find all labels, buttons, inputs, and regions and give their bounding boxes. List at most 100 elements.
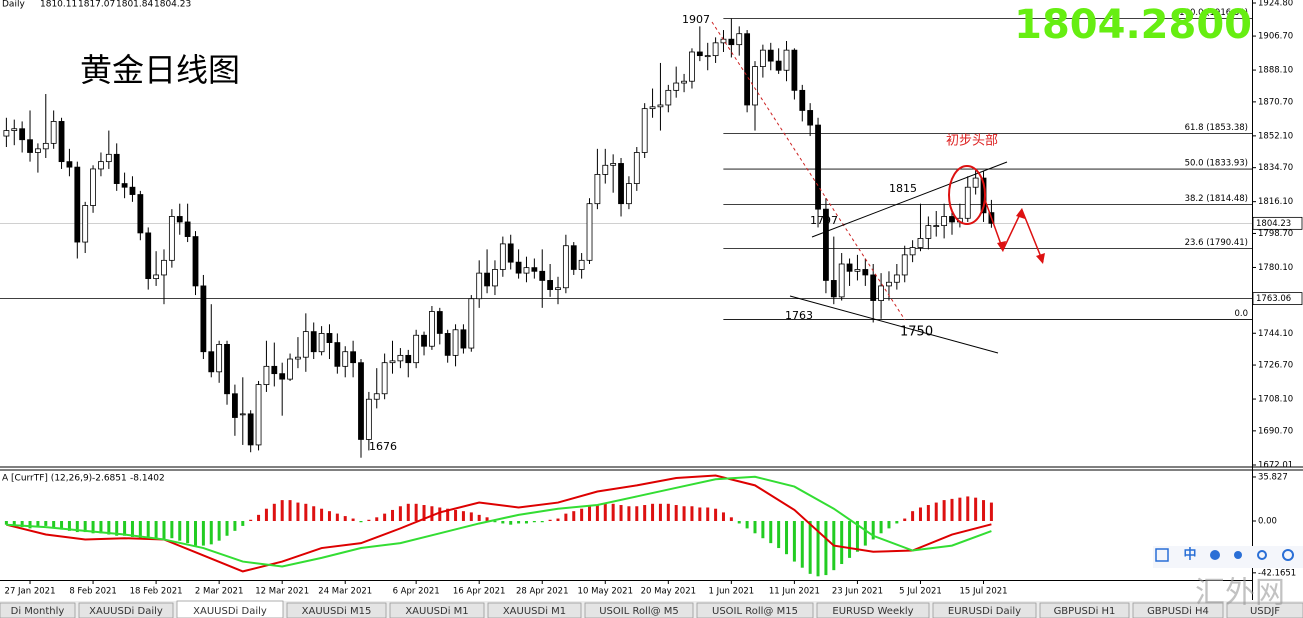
tab[interactable] <box>0 602 76 618</box>
candle-body <box>515 261 522 274</box>
candle-body <box>200 285 207 353</box>
candle-body <box>3 130 10 137</box>
toolbar-icon[interactable] <box>1210 550 1220 560</box>
candle-body <box>342 351 349 367</box>
candle-body <box>886 281 892 287</box>
histogram-bar <box>792 521 796 562</box>
x-tick-label: 20 May 2021 <box>641 587 696 597</box>
annotation: 1797 <box>810 214 838 227</box>
histogram-bar <box>359 521 363 523</box>
candle-body <box>586 203 593 261</box>
candle-body <box>665 89 672 106</box>
histogram-bar <box>840 521 844 565</box>
tab-label[interactable]: EURUSD Weekly <box>832 606 913 617</box>
histogram-bar <box>446 508 450 522</box>
tab-label[interactable]: GBPUSDi H1 <box>1054 606 1116 617</box>
histogram-bar <box>288 500 292 522</box>
candle-body <box>184 221 191 237</box>
tab[interactable] <box>816 602 930 618</box>
histogram-bar <box>83 521 87 533</box>
histogram-bar <box>406 503 410 522</box>
histogram-bar <box>414 503 418 522</box>
candle-body <box>145 232 152 280</box>
tab-label[interactable]: XAUUSDi Daily <box>193 606 267 617</box>
tab-label[interactable]: EURUSDi Daily <box>948 606 1021 617</box>
histogram-bar <box>233 521 237 531</box>
histogram-bar <box>44 521 48 526</box>
histogram-bar <box>138 521 142 539</box>
y-tick-label: 1744.10 <box>1258 329 1293 339</box>
candle-body <box>618 163 624 205</box>
y-tick-label: 1834.70 <box>1258 163 1293 173</box>
histogram-bar <box>272 503 276 522</box>
candle-body <box>224 344 230 395</box>
tab-label[interactable]: Di Monthly <box>11 606 65 617</box>
tab-label[interactable]: XAUUSDi M1 <box>405 606 468 617</box>
histogram-bar <box>682 506 686 522</box>
histogram-bar <box>391 509 395 522</box>
histogram-bar <box>698 507 702 522</box>
histogram-bar <box>170 521 174 539</box>
y-tick-label: 1816.10 <box>1258 197 1293 207</box>
tab-label[interactable]: XAUUSDi M1 <box>503 606 566 617</box>
arrow-heads <box>997 208 1045 264</box>
histogram-bar <box>60 521 64 530</box>
tab-label[interactable]: GBPUSDi H4 <box>1147 606 1209 617</box>
y-tick-label: 1924.80 <box>1258 0 1293 8</box>
histogram-bar <box>532 521 536 523</box>
header-ohlc: 1817.07 <box>78 0 115 10</box>
tab-label[interactable]: USDJF <box>1250 606 1280 617</box>
indicator-readout: -2.6851 <box>92 474 127 484</box>
histogram-bar <box>12 521 16 526</box>
candle-body <box>791 49 798 91</box>
candle-body <box>783 49 790 71</box>
histogram-bar <box>52 521 56 529</box>
x-tick-label: 10 May 2021 <box>578 587 633 597</box>
fib-label: 23.6 (1790.41) <box>1185 238 1248 248</box>
tab[interactable] <box>487 602 582 618</box>
candle-body <box>318 333 325 353</box>
tab[interactable] <box>78 602 174 618</box>
tab[interactable] <box>176 600 284 618</box>
tab-label[interactable]: XAUUSDi M15 <box>302 606 372 617</box>
x-tick-label: 24 Mar 2021 <box>318 587 372 597</box>
tab-label[interactable]: USOIL Roll@ M5 <box>599 606 679 617</box>
histogram-bar <box>335 513 339 522</box>
annotation: 1750 <box>900 325 933 340</box>
tab-label[interactable]: USOIL Roll@ M15 <box>712 606 798 617</box>
tab[interactable] <box>1039 602 1130 618</box>
candle-body <box>98 161 104 170</box>
tab[interactable] <box>286 602 387 618</box>
tab[interactable] <box>1132 602 1224 618</box>
tab[interactable] <box>696 602 814 618</box>
candle-body <box>271 365 278 375</box>
histogram-bar <box>178 521 182 541</box>
histogram-bar <box>942 500 946 522</box>
histogram-bar <box>690 506 694 522</box>
histogram-bar <box>879 521 883 534</box>
candle-body <box>302 331 309 358</box>
histogram-bar <box>603 503 607 522</box>
candle-body <box>19 128 26 141</box>
tab[interactable] <box>389 602 485 618</box>
toolbar-icon[interactable] <box>1234 551 1242 559</box>
tab[interactable] <box>584 602 694 618</box>
annotation: 1815 <box>889 182 917 195</box>
toolbar-icon[interactable] <box>1282 549 1294 561</box>
x-tick-label: 6 Apr 2021 <box>393 587 440 597</box>
candle-body <box>74 166 81 243</box>
toolbar-lang[interactable]: 中 <box>1183 547 1196 563</box>
candle-body <box>846 263 853 272</box>
candle-body <box>570 245 577 270</box>
histogram-bar <box>517 521 521 524</box>
toolbar-icon[interactable] <box>1155 548 1169 562</box>
annotation: 1907 <box>682 13 710 26</box>
toolbar-icon[interactable] <box>1257 550 1267 560</box>
histogram-bar <box>123 521 127 536</box>
candle-body <box>452 329 459 356</box>
histogram-bar <box>194 521 198 546</box>
candle-body <box>901 254 908 276</box>
tab[interactable] <box>932 602 1037 618</box>
tab[interactable] <box>1226 602 1303 618</box>
tab-label[interactable]: XAUUSDi Daily <box>89 606 163 617</box>
